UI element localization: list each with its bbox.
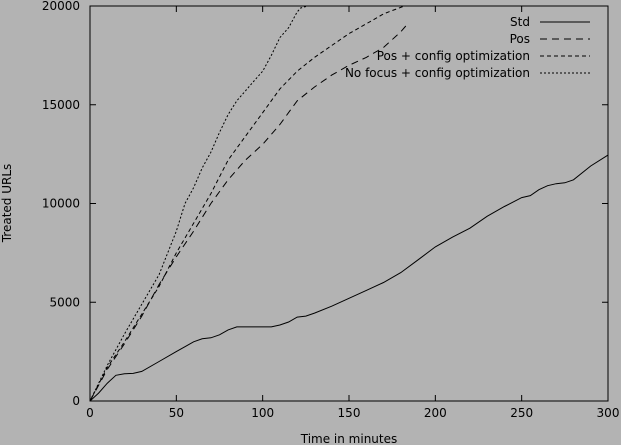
legend-label: Std bbox=[510, 15, 530, 29]
y-tick-label: 20000 bbox=[42, 0, 80, 13]
axis-ticks: 0 50 100 150 200 250 300 0 5000 10000 15000 20000 bbox=[42, 0, 620, 420]
legend-label: Pos bbox=[510, 32, 530, 46]
series-line-4 bbox=[89, 5, 308, 402]
y-axis-label: Treated URLs bbox=[0, 164, 14, 244]
series-lines bbox=[89, 5, 609, 402]
series-line-3 bbox=[89, 5, 405, 402]
x-tick-label: 250 bbox=[510, 406, 533, 420]
x-tick-label: 200 bbox=[424, 406, 447, 420]
series-line-1 bbox=[89, 154, 609, 402]
y-tick-label: 15000 bbox=[42, 98, 80, 112]
y-tick-label: 5000 bbox=[49, 295, 80, 309]
x-tick-label: 150 bbox=[338, 406, 361, 420]
y-tick-label: 0 bbox=[72, 394, 80, 408]
y-tick-label: 10000 bbox=[42, 197, 80, 211]
x-tick-label: 50 bbox=[169, 406, 184, 420]
x-tick-label: 100 bbox=[251, 406, 274, 420]
x-axis-label: Time in minutes bbox=[300, 432, 398, 445]
x-tick-label: 0 bbox=[86, 406, 94, 420]
x-tick-label: 300 bbox=[597, 406, 620, 420]
legend: Std Pos Pos + config optimization No focus … bbox=[345, 15, 590, 80]
legend-label: Pos + config optimization bbox=[377, 49, 530, 63]
legend-label: No focus + config optimization bbox=[345, 66, 530, 80]
series-line-2 bbox=[89, 23, 409, 402]
